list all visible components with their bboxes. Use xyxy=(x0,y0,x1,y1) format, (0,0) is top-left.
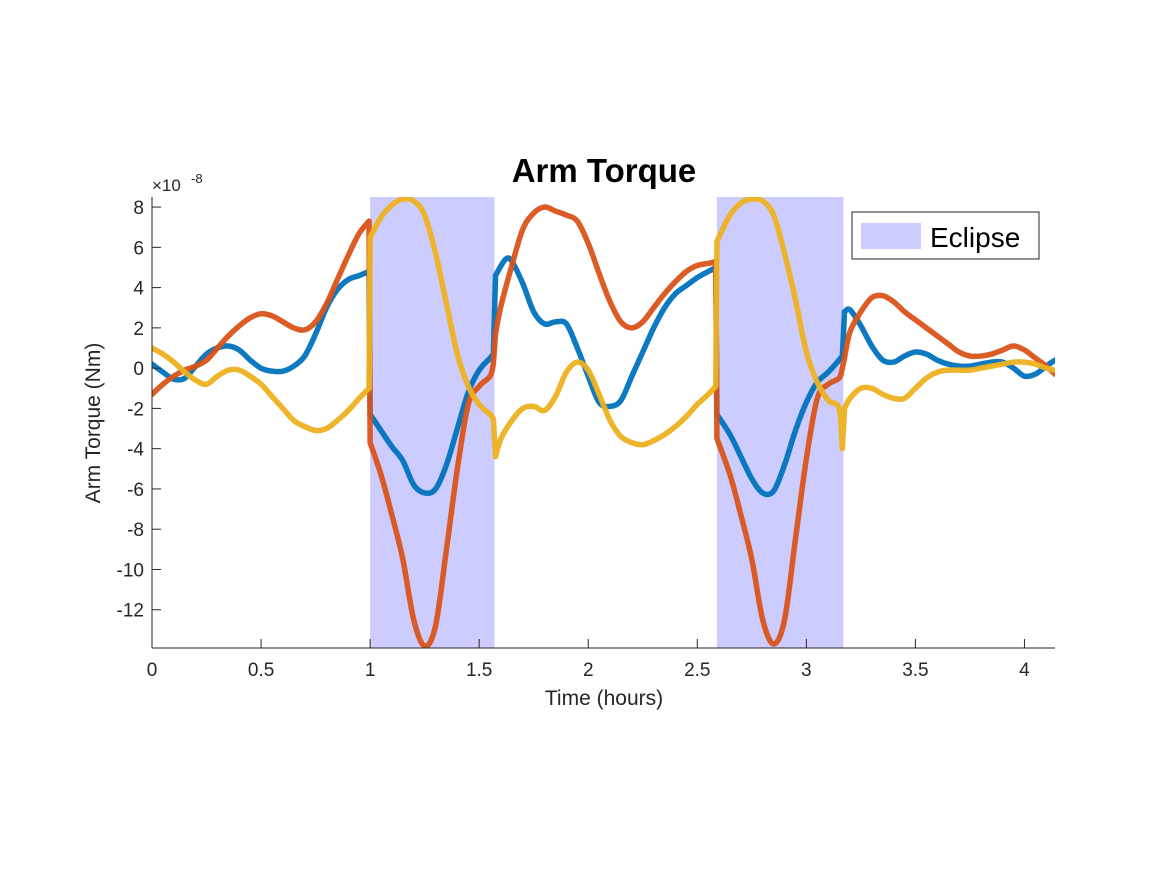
chart-title: Arm Torque xyxy=(512,152,697,189)
y-tick-label: -4 xyxy=(127,440,144,461)
legend: Eclipse xyxy=(851,211,1040,260)
x-tick-label: 1.5 xyxy=(466,660,492,681)
y-tick-label: 4 xyxy=(133,279,144,300)
axes-layer: 0 0.5 1 1.5 2 2.5 3 3.5 4 8 6 4 2 0 -2 -4 -6 -8 -10 -12 xyxy=(117,197,1055,681)
legend-label-eclipse: Eclipse xyxy=(930,222,1020,253)
y-exponent-multiplier: ×10 xyxy=(152,176,181,195)
x-tick-label: 3 xyxy=(801,660,812,681)
y-tick-label: 0 xyxy=(133,359,144,380)
y-tick-label: -12 xyxy=(117,601,144,622)
x-tick-label: 1 xyxy=(365,660,376,681)
x-tick-label: 0 xyxy=(147,660,158,681)
x-tick-label: 4 xyxy=(1019,660,1030,681)
series-line-3 xyxy=(152,197,1055,460)
y-tick-label: -6 xyxy=(127,480,144,501)
x-tick-label: 2 xyxy=(583,660,594,681)
y-tick-label: -10 xyxy=(117,560,144,581)
labels-layer: Arm Torque Time (hours) Arm Torque (Nm) … xyxy=(82,152,696,710)
y-tick-label: -2 xyxy=(127,399,144,420)
legend-swatch-eclipse xyxy=(861,223,921,249)
y-tick-label: 6 xyxy=(133,238,144,259)
x-tick-label: 0.5 xyxy=(248,660,274,681)
y-tick-label: 8 xyxy=(133,198,144,219)
x-tick-label: 2.5 xyxy=(684,660,710,681)
y-axis-label: Arm Torque (Nm) xyxy=(82,343,105,504)
y-tick-label: -8 xyxy=(127,520,144,541)
series-line-2 xyxy=(152,204,1055,648)
x-axis-label: Time (hours) xyxy=(545,687,663,710)
x-tick-label: 3.5 xyxy=(902,660,928,681)
y-exponent-power: -8 xyxy=(191,171,203,186)
eclipse-region-1 xyxy=(370,197,495,648)
series-layer xyxy=(152,197,1055,648)
series-line-1 xyxy=(152,255,1055,498)
y-tick-label: 2 xyxy=(133,319,144,340)
eclipse-region-2 xyxy=(716,197,844,648)
eclipse-layer xyxy=(370,197,844,648)
